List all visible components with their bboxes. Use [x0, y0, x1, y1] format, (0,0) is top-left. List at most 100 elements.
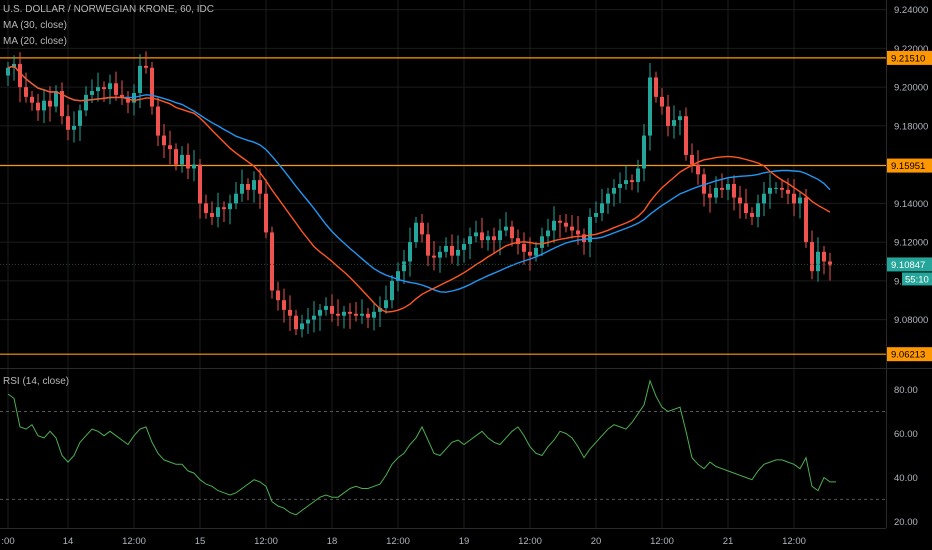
candle-body [378, 307, 382, 312]
candle-body [714, 187, 718, 198]
countdown-label: 55:10 [905, 274, 929, 285]
candle-body [474, 232, 478, 237]
time-tick-label: :00 [1, 536, 14, 547]
candle-body [258, 180, 262, 194]
time-tick-label: 14 [63, 536, 74, 547]
candle-body [546, 230, 550, 237]
candle-body [774, 187, 778, 189]
candle-body [72, 125, 76, 130]
candle-body [264, 193, 268, 233]
candle-body [822, 251, 826, 262]
candle-body [492, 236, 496, 241]
candle-body [432, 255, 436, 258]
candle-body [234, 193, 238, 204]
candle-body [108, 83, 112, 90]
candle-body [522, 244, 526, 252]
candle-body [192, 164, 196, 169]
level-price-label: 9.06213 [891, 350, 925, 361]
candle-body [90, 91, 94, 95]
time-tick-label: 12:00 [386, 536, 410, 547]
candle-body [684, 116, 688, 155]
candle-body [642, 135, 646, 169]
candle-body [96, 87, 100, 92]
candle-body [576, 230, 580, 235]
ma30-legend[interactable]: MA (30, close) [3, 20, 67, 31]
rsi-legend[interactable]: RSI (14, close) [3, 376, 70, 387]
candle-body [282, 300, 286, 310]
time-tick-label: 12:00 [782, 536, 806, 547]
candle-body [336, 313, 340, 316]
candle-body [534, 247, 538, 256]
candle-body [456, 249, 460, 256]
candle-body [276, 290, 280, 301]
candle-body [564, 222, 568, 227]
candles [6, 51, 832, 338]
candle-body [366, 313, 370, 318]
candle-body [270, 232, 274, 291]
candle-body [138, 65, 142, 93]
ma20-legend[interactable]: MA (20, close) [3, 36, 67, 47]
price-tick-label: 9.14000 [894, 199, 928, 210]
candle-body [120, 94, 124, 97]
candle-body [582, 234, 586, 243]
candle-body [558, 220, 562, 223]
candle-body [744, 203, 748, 214]
candle-body [288, 309, 292, 316]
horizontal-levels[interactable] [0, 57, 886, 355]
candle-body [666, 106, 670, 126]
candle-body [444, 245, 448, 252]
current-price-label: 9.10847 [891, 260, 925, 271]
candle-body [426, 234, 430, 256]
candle-body [762, 193, 766, 204]
candle-body [318, 309, 322, 316]
candle-body [66, 116, 70, 130]
candle-body [252, 180, 256, 190]
price-tick-label: 9.22000 [894, 44, 928, 55]
candle-body [168, 145, 172, 150]
time-tick-label: 19 [459, 536, 470, 547]
time-tick-label: 12:00 [650, 536, 674, 547]
candle-body [18, 63, 22, 88]
symbol-title[interactable]: U.S. DOLLAR / NORWEGIAN KRONE, 60, IDC [3, 4, 214, 15]
time-axis[interactable]: :00 14 12:00 15 12:00 18 12:00 19 12:00 20 12:00 21… [1, 536, 806, 547]
candle-body [312, 315, 316, 320]
candle-body [570, 226, 574, 231]
level-price-label-bg [887, 158, 932, 173]
candle-body [360, 313, 364, 316]
candle-body [228, 203, 232, 210]
candle-body [690, 154, 694, 165]
candle-body [636, 168, 640, 183]
candle-body [756, 203, 760, 217]
candle-body [810, 242, 814, 272]
time-tick-label: 18 [327, 536, 338, 547]
candle-body [114, 83, 118, 95]
grid [0, 0, 886, 528]
level-price-label-bg [887, 50, 932, 65]
candle-body [588, 216, 592, 243]
candle-body [552, 220, 556, 231]
axis-price-labels: 9.21510 9.15951 9.06213 9.10847 55:10 [0, 50, 932, 362]
candle-body [468, 236, 472, 245]
candle-body [660, 96, 664, 107]
candle-body [174, 149, 178, 165]
current-price-label-bg [887, 257, 932, 272]
rsi-axis[interactable]: 80.00 60.00 40.00 20.00 [894, 385, 918, 528]
candle-body [246, 184, 250, 190]
candle-body [60, 91, 64, 117]
candle-body [486, 236, 490, 241]
candle-body [696, 164, 700, 175]
price-tick-label: 9.18000 [894, 121, 928, 132]
candle-body [618, 184, 622, 188]
candle-body [216, 207, 220, 217]
candle-body [798, 197, 802, 204]
candle-body [6, 67, 10, 76]
candle-body [222, 207, 226, 210]
candle-body [54, 91, 58, 107]
candle-body [324, 306, 328, 310]
candle-body [300, 323, 304, 330]
candle-body [672, 120, 676, 126]
rsi-tick-label: 60.00 [894, 429, 918, 440]
candle-body [786, 189, 790, 194]
